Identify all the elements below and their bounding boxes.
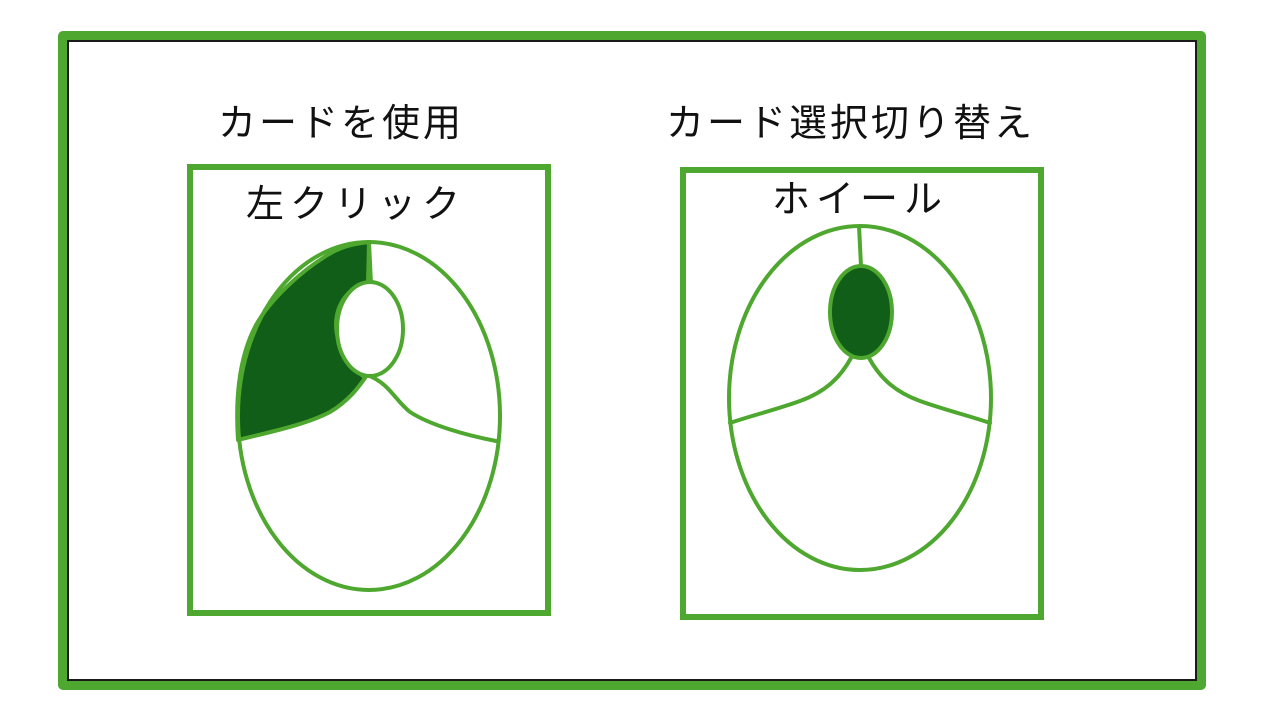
left-panel-box: [187, 164, 551, 616]
scroll-wheel: [335, 280, 405, 378]
right-panel-box: [680, 167, 1044, 620]
right-mouse-icon: [727, 224, 993, 572]
right-panel: [680, 167, 1044, 620]
button-divider: [367, 241, 373, 285]
right-button-edge: [867, 356, 992, 425]
left-click-label: 左クリック: [246, 182, 467, 226]
left-heading: カードを使用: [218, 101, 465, 145]
left-panel: [187, 164, 551, 616]
inner-frame: [67, 40, 1197, 681]
outer-frame: [58, 31, 1206, 690]
scroll-wheel-highlight: [828, 264, 894, 360]
right-button-edge: [368, 374, 498, 443]
left-mouse-icon: [235, 240, 502, 592]
right-heading: カード選択切り替え: [666, 101, 1036, 145]
wheel-label: ホイール: [772, 177, 949, 221]
button-divider: [857, 225, 863, 267]
left-button-edge: [728, 356, 853, 425]
